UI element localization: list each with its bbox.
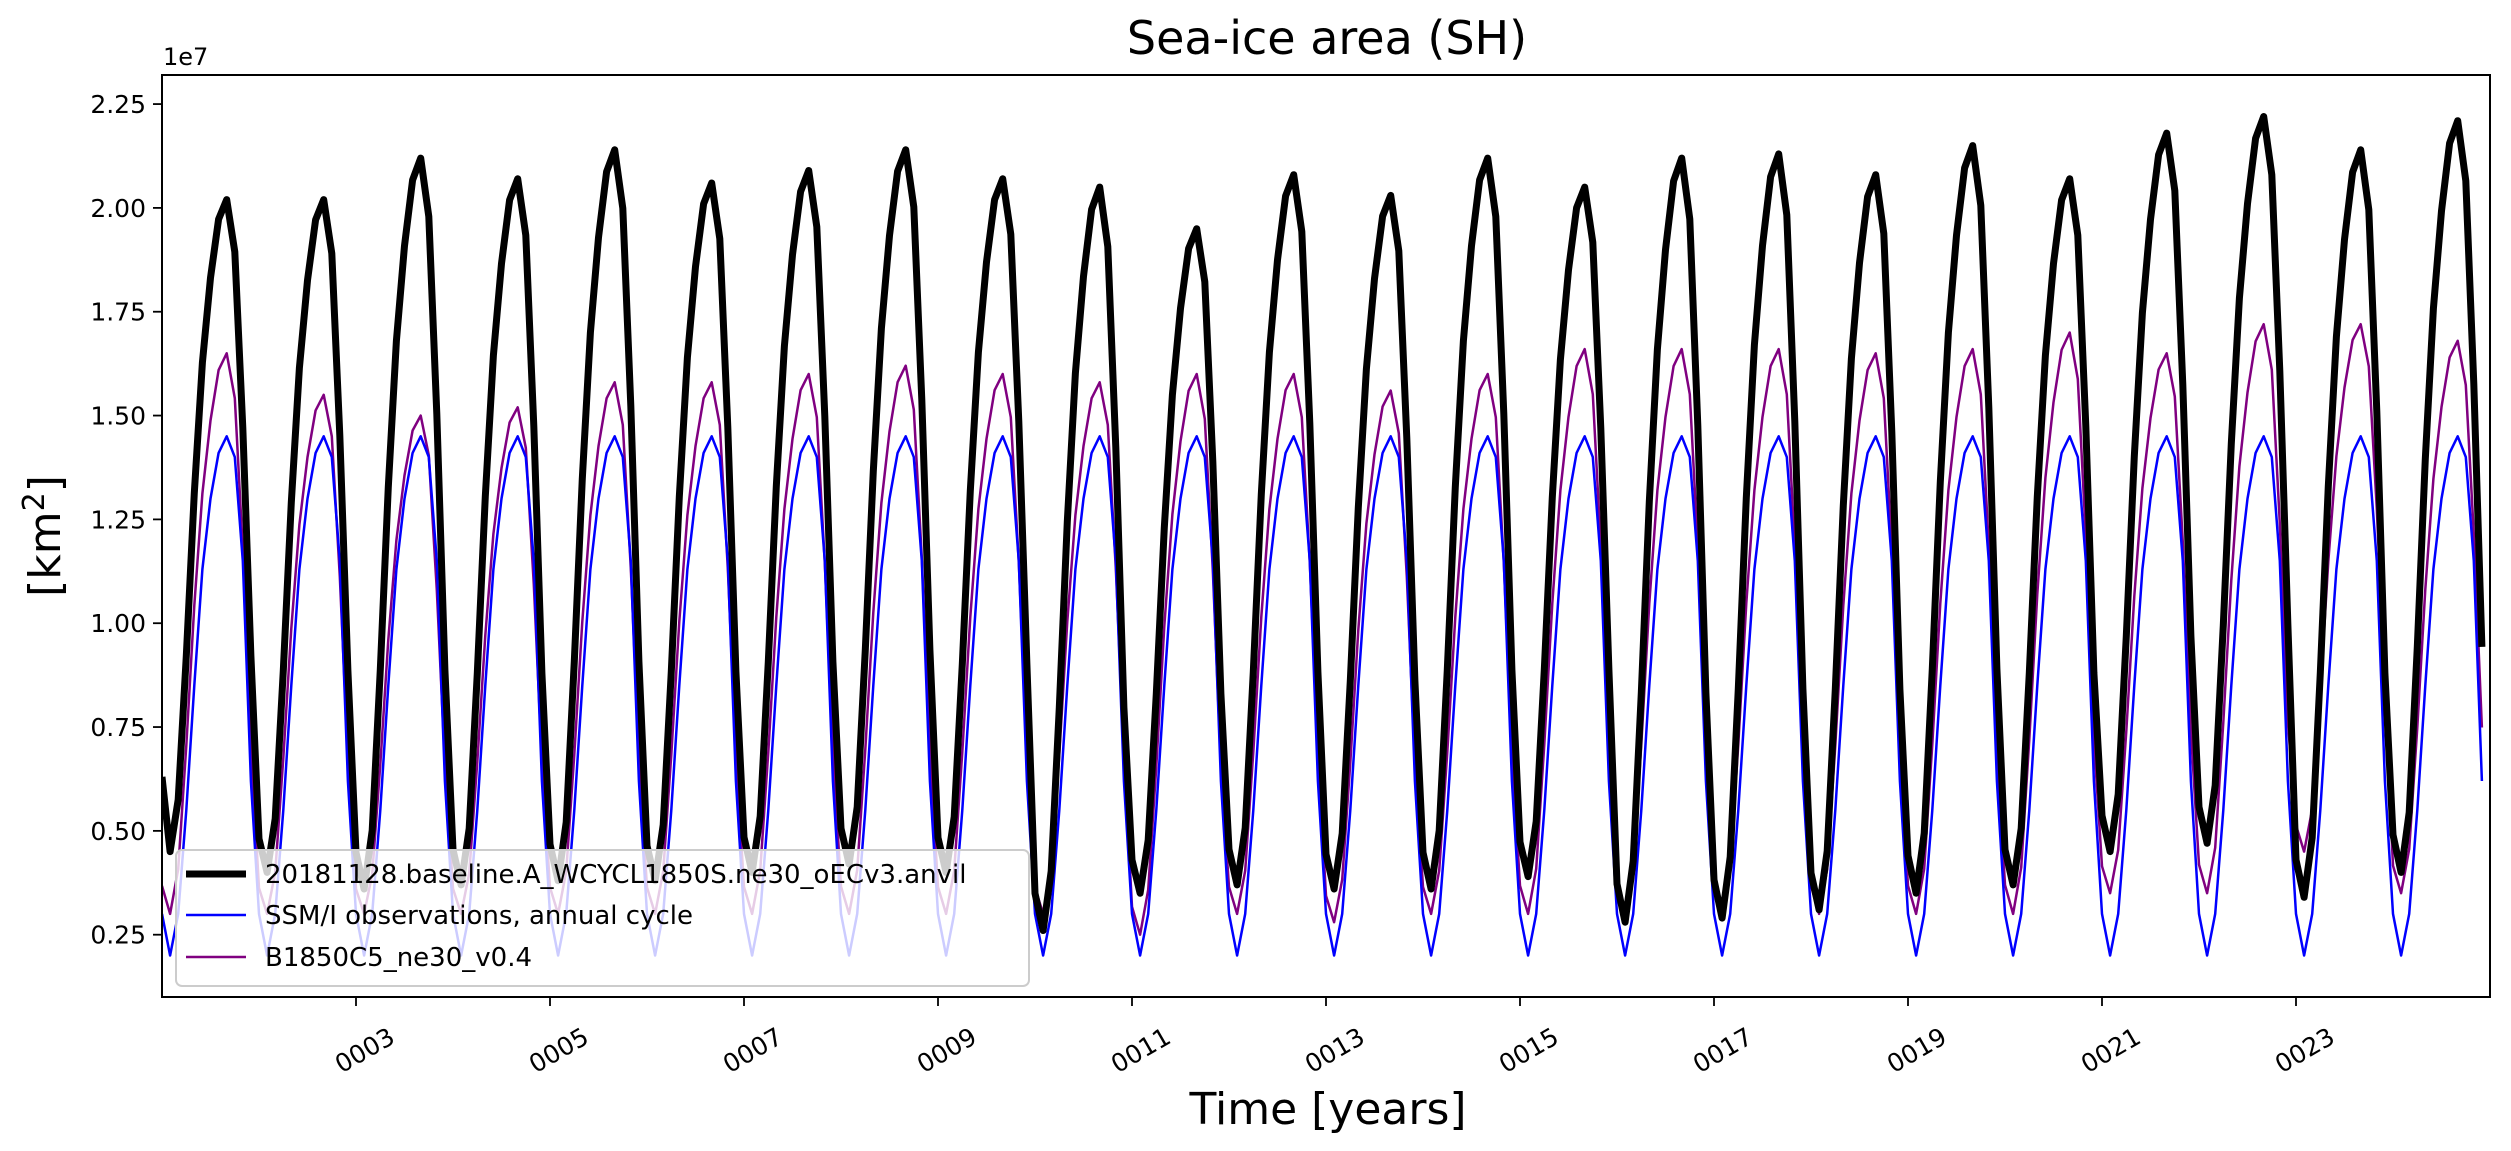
x-tick-label: 0003 xyxy=(330,1022,400,1079)
x-tick-label: 0007 xyxy=(718,1022,788,1079)
x-tick-label: 0009 xyxy=(912,1022,982,1079)
x-tick-label: 0011 xyxy=(1106,1022,1176,1079)
y-tick-label: 0.50 xyxy=(90,817,146,846)
x-tick-label: 0021 xyxy=(2076,1022,2146,1079)
y-tick-label: 1.00 xyxy=(90,609,146,638)
x-tick-label: 0019 xyxy=(1882,1022,1952,1079)
y-tick-label: 2.00 xyxy=(90,194,146,223)
legend-label-ssmi: SSM/I observations, annual cycle xyxy=(265,901,693,931)
y-tick-label: 0.75 xyxy=(90,713,146,742)
x-tick-label: 0023 xyxy=(2270,1022,2340,1079)
chart-title: Sea-ice area (SH) xyxy=(1127,11,1527,65)
legend-label-baseline: 20181128.baseline.A_WCYCL1850S.ne30_oECv… xyxy=(265,860,966,890)
x-axis: 0003 0005 0007 0009 0011 0013 0015 0017 0019 0021… xyxy=(330,997,2340,1079)
y-offset-text: 1e7 xyxy=(163,43,208,71)
legend-box xyxy=(175,849,1030,987)
y-tick-label: 1.75 xyxy=(90,298,146,327)
y-tick-label: 2.25 xyxy=(90,90,146,119)
x-tick-label: 0013 xyxy=(1300,1022,1370,1079)
x-tick-label: 0005 xyxy=(524,1022,594,1079)
y-axis-label: [km2] xyxy=(17,475,71,597)
x-tick-label: 0017 xyxy=(1688,1022,1758,1079)
legend-label-b1850: B1850C5_ne30_v0.4 xyxy=(265,943,532,973)
y-axis: 0.25 0.50 0.75 1.00 1.25 1.50 1.75 2.00 2.25 xyxy=(90,90,162,950)
x-tick-label: 0015 xyxy=(1494,1022,1564,1079)
series-line-0 xyxy=(162,113,2486,934)
y-tick-label: 0.25 xyxy=(90,921,146,950)
y-tick-label: 1.50 xyxy=(90,402,146,431)
x-axis-label: Time [years] xyxy=(1188,1084,1466,1135)
legend: 20181128.baseline.A_WCYCL1850S.ne30_oECv… xyxy=(175,849,1030,987)
y-tick-label: 1.25 xyxy=(90,505,146,534)
